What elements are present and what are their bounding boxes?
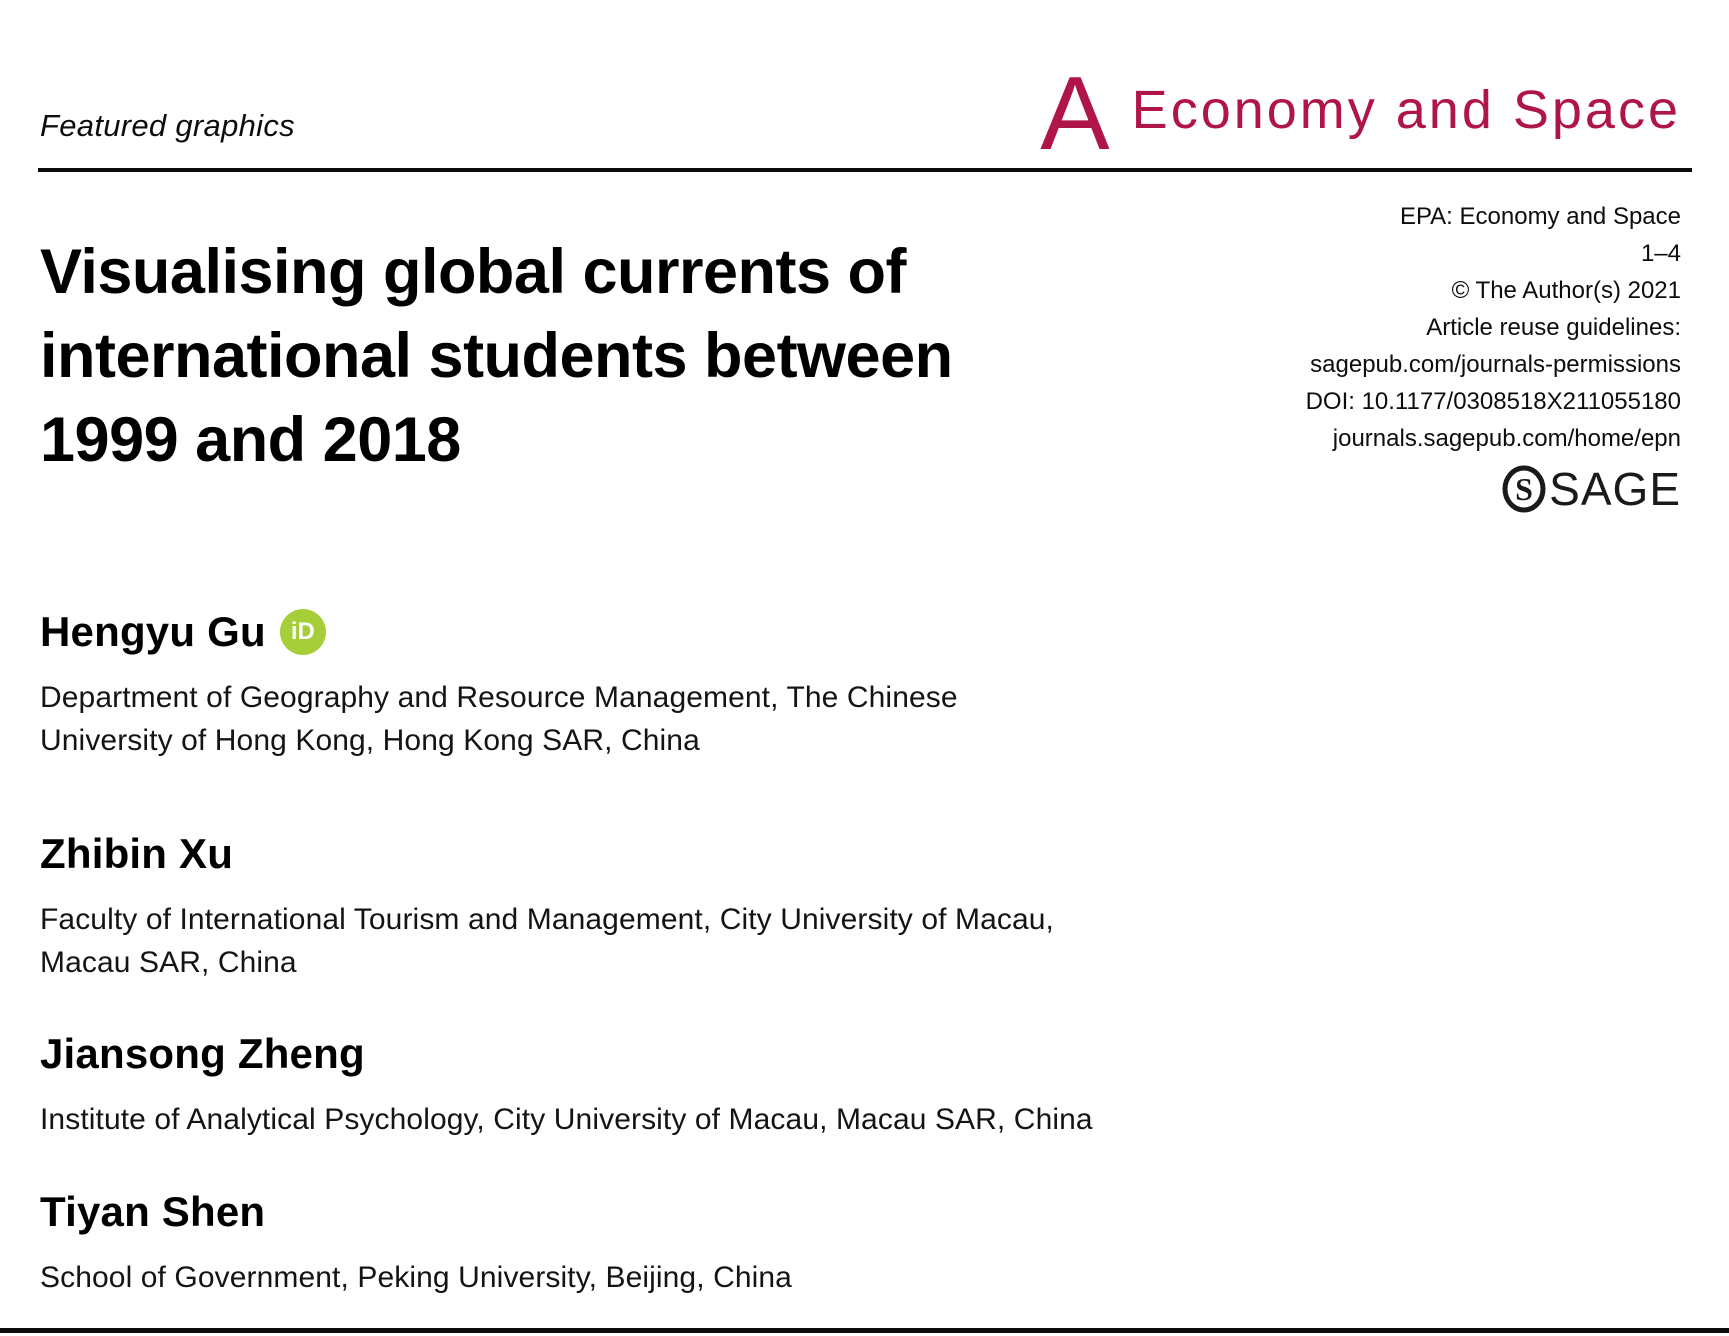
section-label: Featured graphics xyxy=(40,108,295,143)
masthead-journal-line: EPA: Economy and Space xyxy=(1399,203,1681,230)
author-block: Hengyu Gu iD Department of Geography and… xyxy=(40,608,958,762)
affiliation-line: Department of Geography and Resource Man… xyxy=(40,681,958,714)
header-divider xyxy=(38,168,1692,172)
affiliation-line: Faculty of International Tourism and Man… xyxy=(40,903,1054,936)
masthead-copyright: © The Author(s) 2021 xyxy=(1451,277,1681,304)
journal-logo-a-icon: A xyxy=(1040,56,1110,172)
title-line: 1999 and 2018 xyxy=(40,405,461,475)
sage-wordmark: SAGE xyxy=(1549,463,1681,515)
sage-s-circle-icon: S xyxy=(1502,465,1546,513)
author-affiliation: Faculty of International Tourism and Man… xyxy=(40,898,1054,984)
permissions-link[interactable]: sagepub.com/journals-permissions xyxy=(1310,351,1681,378)
affiliation-line: University of Hong Kong, Hong Kong SAR, … xyxy=(40,724,700,757)
author-name: Tiyan Shen xyxy=(40,1188,266,1235)
doi-link[interactable]: DOI: 10.1177/0308518X211055180 xyxy=(1305,388,1681,415)
affiliation-line: Institute of Analytical Psychology, City… xyxy=(40,1103,1093,1136)
author-block: Zhibin Xu Faculty of International Touri… xyxy=(40,830,1054,984)
affiliation-line: School of Government, Peking University,… xyxy=(40,1261,792,1294)
sage-logo: S SAGE xyxy=(1306,465,1681,513)
masthead-block: EPA: Economy and Space 1–4 © The Author(… xyxy=(1306,198,1681,513)
journal-name: Economy and Space xyxy=(1131,80,1681,140)
journal-home-link[interactable]: journals.sagepub.com/home/epn xyxy=(1332,425,1681,452)
author-affiliation: Department of Geography and Resource Man… xyxy=(40,676,958,762)
author-name: Zhibin Xu xyxy=(40,830,234,877)
author-block: Jiansong Zheng Institute of Analytical P… xyxy=(40,1030,1093,1141)
title-line: Visualising global currents of xyxy=(40,237,907,307)
affiliation-line: Macau SAR, China xyxy=(40,946,297,979)
masthead-reuse-label: Article reuse guidelines: xyxy=(1426,314,1681,341)
title-line: international students between xyxy=(40,321,953,391)
author-block: Tiyan Shen School of Government, Peking … xyxy=(40,1188,792,1299)
journal-logo: A Economy and Space xyxy=(1040,58,1681,166)
orcid-id-icon[interactable]: iD xyxy=(279,609,326,655)
footer-divider xyxy=(0,1328,1729,1333)
masthead-page-range: 1–4 xyxy=(1640,240,1681,267)
article-title: Visualising global currents of internati… xyxy=(40,230,1160,482)
author-name: Jiansong Zheng xyxy=(40,1030,365,1077)
svg-text:S: S xyxy=(1515,471,1533,507)
author-name: Hengyu Gu xyxy=(40,608,266,655)
author-affiliation: School of Government, Peking University,… xyxy=(40,1256,792,1299)
author-affiliation: Institute of Analytical Psychology, City… xyxy=(40,1098,1093,1141)
